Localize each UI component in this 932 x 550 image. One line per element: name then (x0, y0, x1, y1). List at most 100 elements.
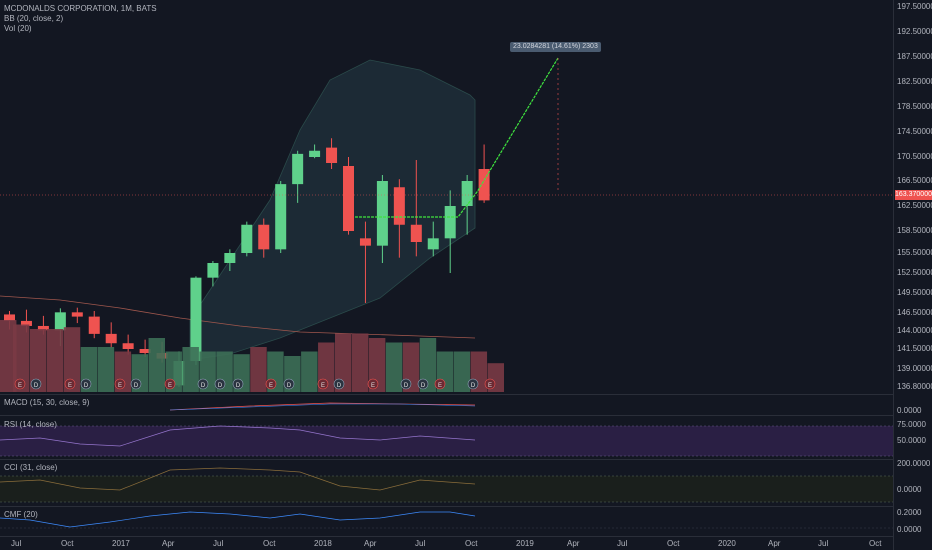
event-marker-icon (417, 378, 429, 390)
candle-body (88, 316, 100, 334)
price-axis-label: 192.5000000 (897, 27, 932, 36)
event-marker-label: E (68, 383, 72, 389)
macd-signal-line (169, 403, 476, 411)
event-marker-icon (197, 378, 209, 390)
candle-body (444, 206, 456, 239)
candle-body (427, 238, 439, 250)
candle-body (4, 314, 15, 321)
volume-bar (368, 338, 386, 392)
candle-body (207, 263, 219, 278)
candle-body (241, 224, 253, 253)
candle-body (359, 238, 371, 246)
volume-bar (453, 351, 471, 392)
pane-divider-rsi[interactable] (0, 415, 893, 416)
event-marker-label: E (269, 383, 273, 389)
price-axis-label: 166.5000000 (897, 176, 932, 185)
price-axis-label: 158.5000000 (897, 226, 932, 235)
price-axis-border (893, 0, 894, 550)
event-marker-label: D (404, 383, 409, 389)
macd-axis-label: 0.0000 (897, 406, 922, 415)
price-axis-label: 170.5000000 (897, 152, 932, 161)
event-marker-label: D (236, 383, 241, 389)
event-marker-icon (367, 378, 379, 390)
event-marker-label: D (34, 383, 39, 389)
time-axis-label: Apr (364, 539, 377, 548)
time-axis-label: 2020 (718, 539, 736, 548)
time-axis-label: Oct (263, 539, 276, 548)
pane-divider-cmf[interactable] (0, 506, 893, 507)
pane-divider-macd[interactable] (0, 394, 893, 395)
event-marker-icon (484, 378, 496, 390)
event-marker-icon (130, 378, 142, 390)
volume-bar (419, 338, 437, 392)
candle-body (54, 312, 66, 331)
cci-legend: CCI (31, close) (4, 463, 58, 472)
candle-body (122, 343, 134, 349)
price-axis-label: 152.5000000 (897, 268, 932, 277)
bollinger-band (189, 59, 476, 361)
event-marker-icon (14, 378, 26, 390)
price-axis-label: 174.5000000 (897, 127, 932, 136)
event-marker-label: D (471, 383, 476, 389)
pane-divider-cci[interactable] (0, 459, 893, 460)
event-marker-icon (434, 378, 446, 390)
time-axis-label: Apr (162, 539, 175, 548)
event-marker-icon (64, 378, 76, 390)
time-axis-label: 2019 (516, 539, 534, 548)
time-axis-label: Oct (61, 539, 74, 548)
time-axis-label: Jul (415, 539, 426, 548)
price-axis-label: 162.5000000 (897, 201, 932, 210)
event-marker-icon (30, 378, 42, 390)
volume-bar (182, 347, 199, 392)
event-marker-label: D (201, 383, 206, 389)
price-axis-label: 155.5000000 (897, 248, 932, 257)
event-marker-icon (164, 378, 176, 390)
event-marker-icon (232, 378, 244, 390)
cmf-axis-label-02: 0.2000 (897, 508, 922, 517)
rsi-axis-label-50: 50.0000 (897, 436, 926, 445)
price-axis-label: 182.5000000 (897, 77, 932, 86)
candle-body (478, 169, 490, 201)
price-axis-label: 146.5000000 (897, 308, 932, 317)
candle-body (393, 187, 405, 225)
candle-body (326, 147, 338, 163)
price-axis-label: 144.0000000 (897, 326, 932, 335)
time-axis-label: Jul (818, 539, 829, 548)
time-axis-label: 2018 (314, 539, 332, 548)
volume-bar (12, 324, 30, 392)
measure-tool-label[interactable]: 23.0284281 (14.61%) 2303 (510, 42, 601, 52)
candle-body (139, 349, 151, 353)
time-axis-label: Jul (213, 539, 224, 548)
rsi-legend: RSI (14, close) (4, 420, 57, 429)
cci-axis-label-0: 0.0000 (897, 485, 922, 494)
time-axis-label: Oct (667, 539, 680, 548)
candle-body (376, 181, 388, 246)
time-axis-label: Apr (567, 539, 580, 548)
event-marker-label: D (84, 383, 89, 389)
macd-legend: MACD (15, 30, close, 9) (4, 398, 90, 407)
time-axis-label: Oct (869, 539, 882, 548)
candle-body (71, 312, 83, 317)
volume-bar (335, 333, 352, 392)
price-axis-label: 149.5000000 (897, 288, 932, 297)
event-marker-label: E (371, 383, 375, 389)
cci-band (0, 476, 893, 502)
volume-bar (148, 338, 165, 392)
event-marker-icon (265, 378, 277, 390)
cmf-line (0, 511, 476, 528)
cci-axis-label-200: 200.0000 (897, 459, 931, 468)
rsi-band (0, 426, 893, 456)
volume-bar (63, 327, 81, 392)
event-marker-label: E (18, 383, 22, 389)
candle-body (105, 333, 117, 344)
time-axis-border (0, 536, 893, 537)
event-marker-label: E (438, 383, 442, 389)
current-price-badge: 163.3700000 (895, 190, 932, 200)
volume-bar (385, 342, 403, 392)
event-marker-icon (317, 378, 329, 390)
candle-body (309, 150, 321, 157)
cmf-axis-label-0: 0.0000 (897, 525, 922, 534)
candle-body (275, 184, 287, 250)
event-marker-label: E (168, 383, 172, 389)
